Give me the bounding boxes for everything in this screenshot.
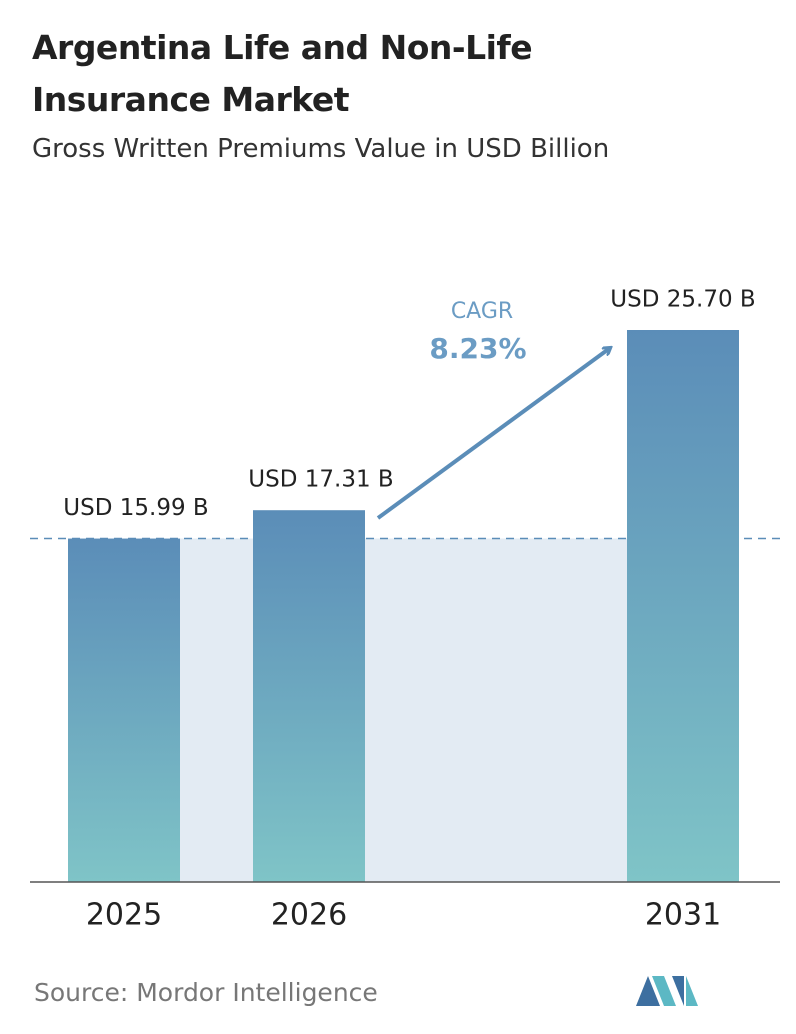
- bar: [627, 330, 739, 882]
- value-label: USD 25.70 B: [610, 287, 755, 313]
- chart-title: Argentina Life and Non-Life Insurance Ma…: [32, 28, 533, 119]
- reference-band: [180, 538, 628, 882]
- cagr-arrow: [376, 348, 610, 520]
- x-tick-label: 2026: [271, 898, 347, 933]
- bar: [68, 538, 180, 882]
- source: Source: Mordor Intelligence: [34, 978, 378, 1007]
- logo: [636, 976, 698, 1006]
- x-tick-label: 2025: [86, 898, 162, 933]
- x-tick-label: 2031: [645, 898, 721, 933]
- bar: [253, 510, 365, 882]
- cagr-label: CAGR: [451, 299, 513, 324]
- chart-subtitle: Gross Written Premiums Value in USD Bill…: [32, 134, 610, 164]
- value-label: USD 15.99 B: [63, 495, 208, 521]
- value-label: USD 17.31 B: [248, 467, 393, 493]
- cagr-value: 8.23%: [429, 332, 526, 365]
